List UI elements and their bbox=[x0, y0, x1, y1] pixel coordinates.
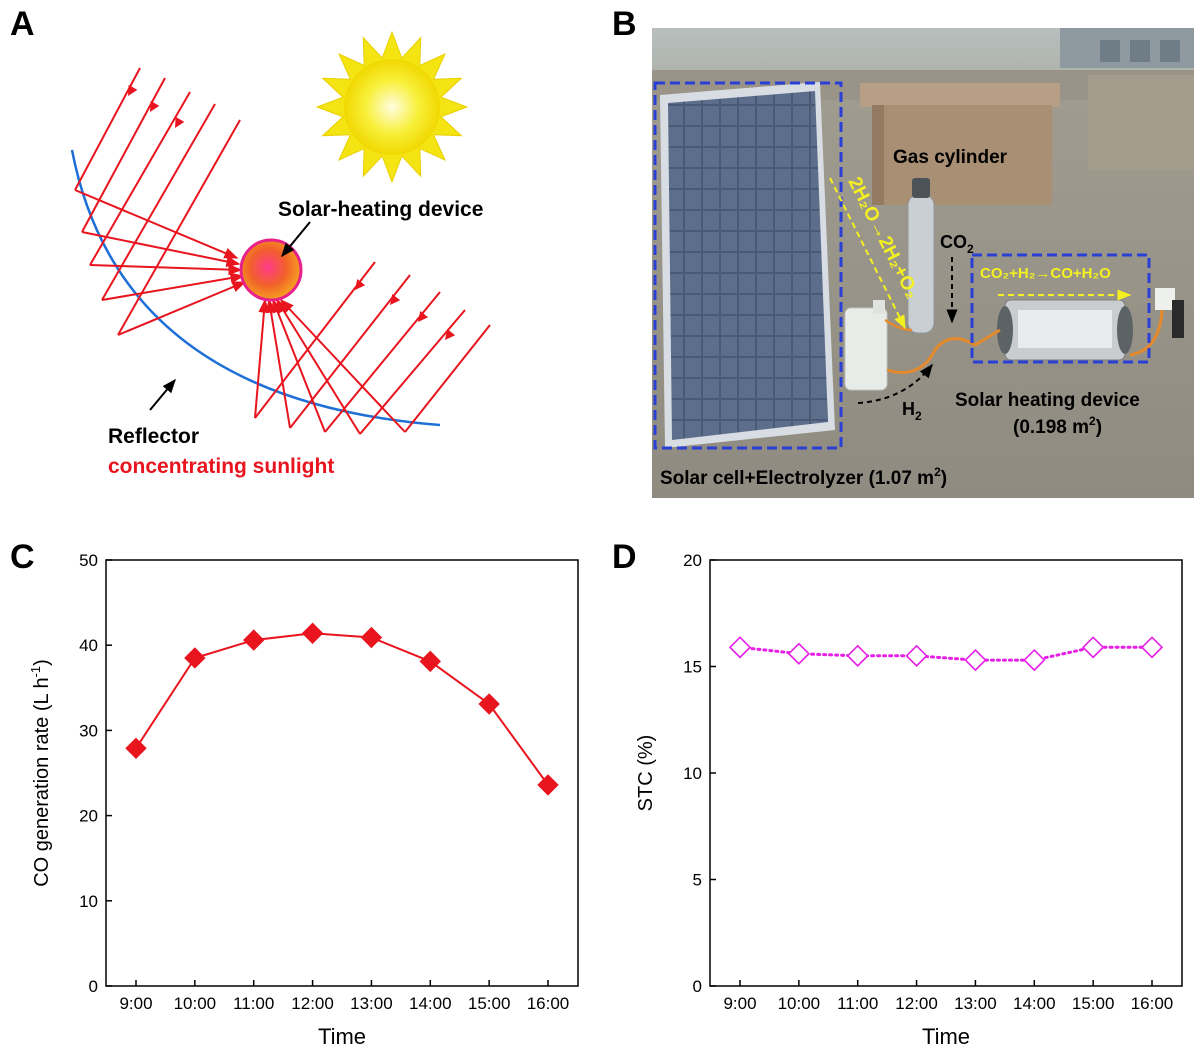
y-tick-label: 10 bbox=[683, 764, 702, 783]
chart-d: 0 5 10 15 20 9:00 10:00 11:00 12:00 13:00 14:00 15:… bbox=[635, 551, 1183, 1049]
heating-device-area: (0.198 m2) bbox=[1013, 414, 1102, 438]
sun-ray bbox=[117, 119, 241, 336]
data-point bbox=[1140, 636, 1164, 659]
device-label: Solar-heating device bbox=[278, 198, 483, 221]
data-point bbox=[184, 647, 206, 669]
data-point bbox=[537, 774, 559, 796]
plot-frame bbox=[709, 559, 1183, 987]
panel-letter-c: C bbox=[10, 538, 35, 576]
x-tick-label: 12:00 bbox=[895, 994, 938, 1013]
reflected-ray bbox=[81, 231, 241, 267]
panel-d: D 0 5 10 15 20 9:00 10:00 11:00 12:00 13:00 14:00 1… bbox=[612, 538, 1183, 1049]
solar-heating-device-icon bbox=[239, 238, 303, 302]
data-point bbox=[846, 644, 869, 667]
sun-ray bbox=[289, 274, 411, 429]
reflected-ray bbox=[272, 298, 326, 433]
y-tick-label: 0 bbox=[89, 977, 98, 996]
x-tick-label: 11:00 bbox=[837, 994, 878, 1013]
panel-letter-b: B bbox=[612, 5, 637, 43]
data-point bbox=[1023, 648, 1046, 672]
data-point bbox=[360, 626, 383, 649]
gas-cylinder-icon bbox=[907, 178, 935, 334]
x-tick-label: 13:00 bbox=[954, 994, 997, 1013]
panel-letter-d: D bbox=[612, 538, 637, 576]
gas-cylinder-label: Gas cylinder bbox=[893, 147, 1008, 168]
solar-cell-panel bbox=[660, 82, 835, 448]
data-point bbox=[301, 622, 324, 644]
plot-frame bbox=[105, 559, 579, 987]
data-point bbox=[419, 650, 441, 673]
sun-icon bbox=[315, 30, 469, 184]
y-tick-label: 30 bbox=[79, 721, 98, 740]
solar-heating-device-photo bbox=[997, 288, 1184, 361]
sunlight-label: concentrating sunlight bbox=[108, 455, 334, 478]
y-tick-label: 5 bbox=[693, 871, 702, 890]
data-point bbox=[905, 644, 928, 667]
panel-b: B bbox=[612, 5, 1194, 498]
data-point bbox=[125, 737, 147, 759]
reflected-ray bbox=[89, 263, 243, 276]
sun-ray bbox=[101, 103, 216, 301]
sun-ray bbox=[404, 324, 491, 433]
data-point bbox=[478, 693, 500, 715]
y-tick-label: 50 bbox=[79, 551, 98, 570]
sun-ray bbox=[359, 309, 466, 435]
solar-cell-box bbox=[653, 81, 843, 450]
x-axis-label: Time bbox=[922, 1024, 970, 1049]
x-tick-label: 15:00 bbox=[1072, 994, 1115, 1013]
data-point bbox=[787, 642, 810, 665]
y-tick-label: 20 bbox=[683, 551, 702, 570]
x-tick-label: 10:00 bbox=[174, 994, 217, 1013]
y-tick-label: 20 bbox=[79, 807, 98, 826]
y-axis-label: STC (%) bbox=[635, 735, 657, 812]
data-point bbox=[964, 648, 987, 672]
data-point bbox=[243, 629, 265, 651]
rooftop-block bbox=[860, 83, 1060, 205]
y-tick-label: 10 bbox=[79, 892, 98, 911]
sun-ray bbox=[89, 91, 191, 266]
x-tick-label: 10:00 bbox=[778, 994, 821, 1013]
reflected-ray bbox=[265, 298, 291, 429]
x-tick-label: 15:00 bbox=[468, 994, 511, 1013]
heating-device-label: Solar heating device bbox=[955, 390, 1140, 411]
x-tick-label: 13:00 bbox=[350, 994, 393, 1013]
solar-cell-label: Solar cell+Electrolyzer (1.07 m2) bbox=[660, 465, 947, 489]
sun-ray bbox=[254, 261, 376, 419]
x-tick-label: 12:00 bbox=[291, 994, 334, 1013]
reflected-ray bbox=[280, 298, 406, 433]
x-tick-label: 9:00 bbox=[723, 994, 756, 1013]
reflected-ray bbox=[254, 298, 270, 419]
reflected-ray bbox=[101, 272, 245, 301]
rwgs-reaction: CO₂+H₂→CO+H₂O bbox=[980, 265, 1111, 282]
y-axis-label: CO generation rate (L h-1) bbox=[28, 659, 53, 887]
reflected-ray bbox=[276, 298, 361, 435]
x-axis-label: Time bbox=[318, 1024, 366, 1049]
panel-c: C 0 10 20 30 40 50 9:00 10:00 11:00 12:00 13:00 14:… bbox=[10, 538, 579, 1049]
panel-letter-a: A bbox=[10, 5, 35, 43]
x-tick-label: 11:00 bbox=[233, 994, 274, 1013]
h2-label: H2 bbox=[902, 399, 922, 423]
reflected-ray bbox=[117, 281, 247, 336]
electrolyzer bbox=[844, 300, 888, 391]
x-tick-label: 16:00 bbox=[1131, 994, 1174, 1013]
x-tick-label: 14:00 bbox=[1013, 994, 1056, 1013]
data-point bbox=[1082, 636, 1105, 659]
x-tick-label: 14:00 bbox=[409, 994, 452, 1013]
panel-a: A Solar-heating device Reflector concent… bbox=[10, 5, 491, 478]
y-tick-label: 0 bbox=[693, 977, 702, 996]
y-tick-label: 15 bbox=[683, 658, 702, 677]
y-tick-label: 40 bbox=[79, 636, 98, 655]
co2-label: CO2 bbox=[940, 232, 974, 256]
x-tick-label: 16:00 bbox=[527, 994, 570, 1013]
reflector-label: Reflector bbox=[108, 425, 199, 448]
series-line bbox=[135, 632, 549, 786]
data-point bbox=[728, 636, 752, 659]
x-tick-label: 9:00 bbox=[119, 994, 152, 1013]
sunlight-rays bbox=[74, 67, 491, 435]
chart-c: 0 10 20 30 40 50 9:00 10:00 11:00 12:00 13:00 14:00… bbox=[28, 551, 579, 1049]
reflected-ray bbox=[74, 189, 239, 259]
heating-device-box bbox=[970, 253, 1151, 364]
rooftop-photo bbox=[652, 28, 1194, 498]
